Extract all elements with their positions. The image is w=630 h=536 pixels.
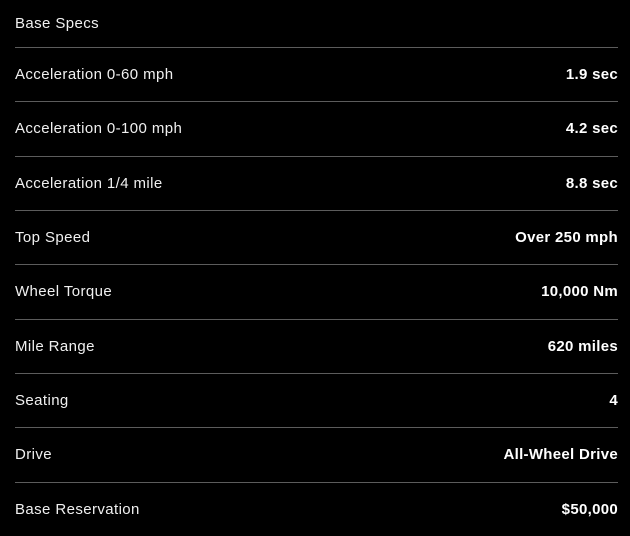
spec-label: Base Reservation <box>15 500 140 518</box>
spec-value: 10,000 Nm <box>541 283 618 301</box>
spec-row: Top Speed Over 250 mph <box>15 209 618 264</box>
spec-value: 4 <box>609 392 618 410</box>
spec-label: Seating <box>15 392 69 410</box>
spec-row: Base Reservation $50,000 <box>15 481 618 536</box>
spec-label: Wheel Torque <box>15 283 113 301</box>
spec-label: Drive <box>15 446 53 464</box>
spec-rows-container: Acceleration 0-60 mph 1.9 sec Accelerati… <box>0 47 630 536</box>
spec-row: Wheel Torque 10,000 Nm <box>15 264 618 318</box>
spec-label: Top Speed <box>15 229 91 247</box>
spec-value: All-Wheel Drive <box>503 446 618 464</box>
spec-row: Drive All-Wheel Drive <box>15 427 618 481</box>
spec-label: Acceleration 0-100 mph <box>15 120 183 138</box>
spec-row: Seating 4 <box>15 372 618 427</box>
spec-row: Acceleration 0-100 mph 4.2 sec <box>15 101 618 155</box>
spec-row: Acceleration 1/4 mile 8.8 sec <box>15 155 618 210</box>
spec-value: 8.8 sec <box>565 174 618 192</box>
spec-value: Over 250 mph <box>515 229 618 247</box>
spec-label: Mile Range <box>15 337 95 355</box>
spec-label: Acceleration 0-60 mph <box>15 66 174 84</box>
spec-value: 1.9 sec <box>565 66 618 84</box>
spec-row: Acceleration 0-60 mph 1.9 sec <box>15 47 618 101</box>
spec-value: $50,000 <box>561 500 618 518</box>
spec-value: 620 miles <box>547 337 618 355</box>
spec-value: 4.2 sec <box>565 120 618 138</box>
spec-row: Mile Range 620 miles <box>15 318 618 373</box>
table-title: Base Specs <box>15 15 100 32</box>
spec-label: Acceleration 1/4 mile <box>15 174 163 192</box>
